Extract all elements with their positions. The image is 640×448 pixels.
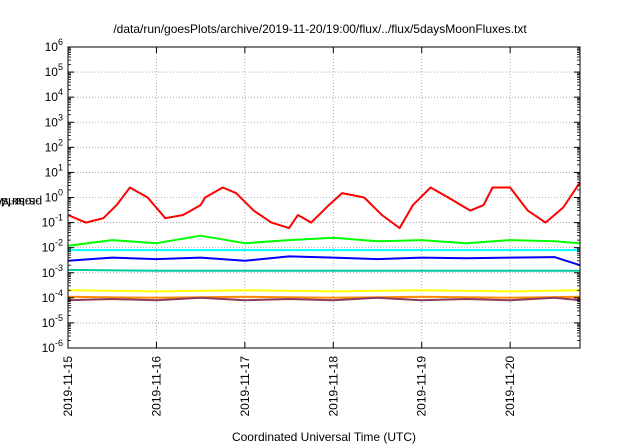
y-tick-base: 10 [45, 65, 59, 79]
y-tick-exponent: 3 [58, 112, 63, 122]
x-tick-label: 2019-11-19 [415, 356, 429, 417]
y-tick-label: 10-4 [42, 288, 63, 305]
y-tick-base: 10 [42, 316, 56, 330]
y-tick-exponent: 2 [58, 137, 63, 147]
chart-title: /data/run/goesPlots/archive/2019-11-20/1… [113, 22, 527, 36]
y-tick-label: 102 [45, 137, 63, 154]
x-tick-label: 2019-11-17 [238, 356, 252, 417]
y-tick-exponent: -6 [55, 338, 63, 348]
y-tick-base: 10 [45, 191, 59, 205]
x-tick-label: 2019-11-20 [503, 356, 517, 417]
series-line [67, 181, 581, 230]
data-series [67, 181, 581, 302]
x-tick-label: 2019-11-18 [326, 356, 340, 417]
y-tick-exponent: 6 [58, 37, 63, 47]
y-tick-base: 10 [42, 216, 56, 230]
y-tick-exponent: 0 [58, 188, 63, 198]
y-tick-base: 10 [45, 115, 59, 129]
y-tick-label: 101 [45, 162, 63, 179]
y-tick-exponent: 4 [58, 87, 63, 97]
y-tick-base: 10 [45, 140, 59, 154]
y-tick-label: 105 [45, 62, 63, 79]
x-axis-label: Coordinated Universal Time (UTC) [231, 430, 417, 444]
y-tick-base: 10 [42, 266, 56, 280]
series-line [67, 268, 580, 272]
y-tick-base: 10 [42, 291, 56, 305]
y-tick-exponent: -4 [55, 288, 63, 298]
series-line [67, 289, 581, 293]
series-line [67, 295, 581, 299]
y-tick-exponent: -3 [55, 263, 63, 273]
y-tick-label: 10-3 [42, 263, 63, 280]
axis-ticks: 10-610-510-410-310-210-11001011021031041… [42, 37, 580, 417]
y-tick-base: 10 [45, 165, 59, 179]
y-tick-exponent: -2 [55, 238, 63, 248]
series-line [67, 296, 581, 302]
y-tick-exponent: 5 [58, 62, 63, 72]
y-tick-base: 10 [42, 341, 56, 355]
grid-lines [68, 47, 580, 348]
y-tick-base: 10 [42, 241, 56, 255]
y-tick-label: 106 [45, 37, 63, 54]
y-tick-label: 10-6 [42, 338, 63, 355]
y-tick-exponent: -5 [55, 313, 63, 323]
y-tick-label: 104 [45, 87, 63, 104]
y-tick-base: 10 [45, 90, 59, 104]
y-tick-label: 10-2 [42, 238, 63, 255]
y-tick-exponent: -1 [55, 213, 63, 223]
y-tick-label: 10-5 [42, 313, 63, 330]
y-tick-label: 10-1 [42, 213, 63, 230]
series-line [67, 234, 581, 247]
series-line [67, 255, 581, 267]
y-tick-label: 103 [45, 112, 63, 129]
x-tick-label: 2019-11-16 [149, 356, 163, 417]
y-tick-base: 10 [45, 40, 59, 54]
x-tick-label: 2019-11-15 [61, 356, 75, 417]
y-tick-label: 100 [45, 188, 63, 205]
y-tick-exponent: 1 [58, 162, 63, 172]
